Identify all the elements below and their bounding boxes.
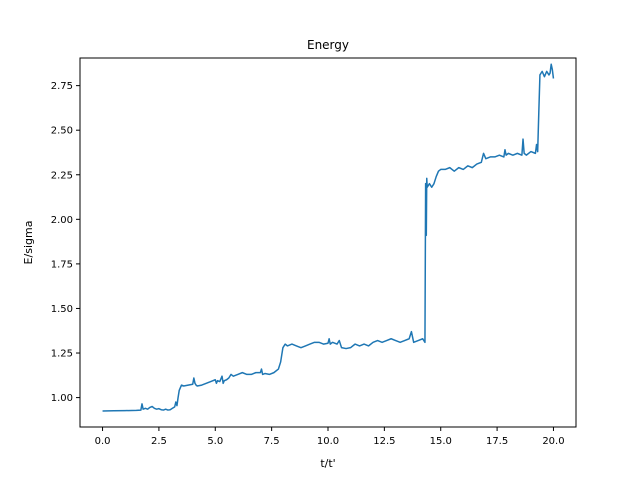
y-tick-label: 1.75 — [51, 259, 73, 270]
y-tick-label: 1.50 — [51, 304, 73, 315]
x-tick-label: 15.0 — [430, 436, 452, 447]
x-axis-ticks: 0.0 2.5 5.0 7.5 10.0 12.5 15.0 17.5 20.0 — [95, 427, 565, 447]
x-tick-label: 5.0 — [207, 436, 223, 447]
x-tick-label: 0.0 — [95, 436, 111, 447]
y-axis-ticks: 1.00 1.25 1.50 1.75 2.00 2.25 2.50 2.75 — [51, 81, 80, 404]
y-tick-label: 1.00 — [51, 393, 73, 404]
x-tick-label: 2.5 — [151, 436, 167, 447]
x-axis-label: t/t' — [320, 457, 335, 470]
x-tick-label: 7.5 — [264, 436, 280, 447]
plot-area — [102, 63, 555, 412]
series-line-0 — [102, 63, 555, 412]
y-tick-label: 1.25 — [51, 349, 73, 360]
chart-title: Energy — [307, 38, 349, 52]
x-tick-label: 10.0 — [317, 436, 339, 447]
y-tick-label: 2.25 — [51, 170, 73, 181]
y-tick-label: 2.00 — [51, 215, 73, 226]
y-tick-label: 2.50 — [51, 126, 73, 137]
x-tick-label: 17.5 — [486, 436, 508, 447]
y-axis-label: E/sigma — [22, 221, 35, 265]
x-tick-label: 20.0 — [542, 436, 564, 447]
y-tick-label: 2.75 — [51, 81, 73, 92]
x-tick-label: 12.5 — [373, 436, 395, 447]
